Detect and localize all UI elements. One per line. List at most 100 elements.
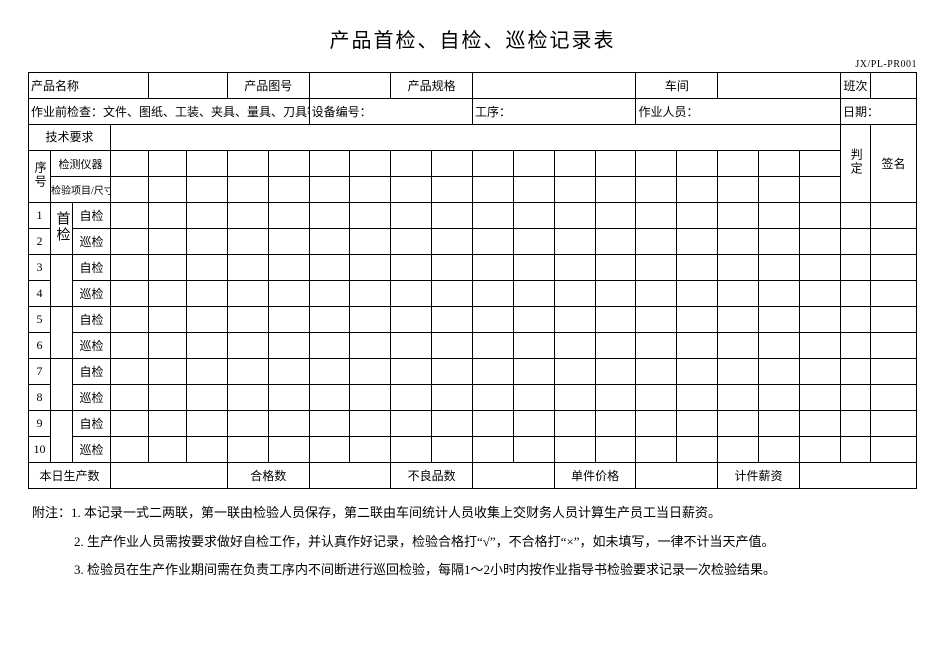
data-cell[interactable]	[554, 203, 595, 229]
data-cell[interactable]	[187, 255, 228, 281]
item-dim-col[interactable]	[149, 177, 187, 203]
data-cell[interactable]	[759, 359, 800, 385]
equip-no-label[interactable]: 设备编号：	[309, 99, 472, 125]
ok-qty-value[interactable]	[309, 463, 391, 489]
data-cell[interactable]	[432, 281, 473, 307]
data-cell[interactable]	[350, 229, 391, 255]
data-cell[interactable]	[759, 307, 800, 333]
item-dim-col[interactable]	[187, 177, 228, 203]
data-cell[interactable]	[554, 281, 595, 307]
data-cell[interactable]	[799, 229, 840, 255]
data-cell[interactable]	[636, 411, 677, 437]
instrument-col[interactable]	[149, 151, 187, 177]
data-cell[interactable]	[595, 281, 636, 307]
data-cell[interactable]	[554, 385, 595, 411]
data-cell[interactable]	[111, 359, 149, 385]
data-cell[interactable]	[799, 281, 840, 307]
data-cell[interactable]	[111, 255, 149, 281]
sign-cell[interactable]	[871, 229, 917, 255]
data-cell[interactable]	[473, 229, 514, 255]
data-cell[interactable]	[718, 229, 759, 255]
data-cell[interactable]	[554, 229, 595, 255]
data-cell[interactable]	[227, 411, 268, 437]
data-cell[interactable]	[432, 229, 473, 255]
instrument-col[interactable]	[799, 151, 840, 177]
sign-cell[interactable]	[871, 307, 917, 333]
data-cell[interactable]	[432, 359, 473, 385]
data-cell[interactable]	[187, 229, 228, 255]
item-dim-col[interactable]	[227, 177, 268, 203]
data-cell[interactable]	[391, 437, 432, 463]
data-cell[interactable]	[473, 255, 514, 281]
sign-cell[interactable]	[871, 203, 917, 229]
data-cell[interactable]	[227, 359, 268, 385]
item-dim-col[interactable]	[595, 177, 636, 203]
data-cell[interactable]	[111, 229, 149, 255]
data-cell[interactable]	[799, 255, 840, 281]
instrument-col[interactable]	[187, 151, 228, 177]
product-spec-value[interactable]	[473, 73, 636, 99]
data-cell[interactable]	[187, 437, 228, 463]
data-cell[interactable]	[595, 437, 636, 463]
data-cell[interactable]	[111, 203, 149, 229]
process-label[interactable]: 工序：	[473, 99, 636, 125]
data-cell[interactable]	[799, 203, 840, 229]
data-cell[interactable]	[268, 411, 309, 437]
data-cell[interactable]	[149, 229, 187, 255]
item-dim-col[interactable]	[636, 177, 677, 203]
data-cell[interactable]	[677, 307, 718, 333]
instrument-col[interactable]	[759, 151, 800, 177]
data-cell[interactable]	[391, 281, 432, 307]
instrument-col[interactable]	[554, 151, 595, 177]
data-cell[interactable]	[759, 437, 800, 463]
data-cell[interactable]	[432, 203, 473, 229]
data-cell[interactable]	[513, 437, 554, 463]
data-cell[interactable]	[554, 307, 595, 333]
data-cell[interactable]	[636, 307, 677, 333]
data-cell[interactable]	[473, 385, 514, 411]
data-cell[interactable]	[636, 281, 677, 307]
data-cell[interactable]	[268, 255, 309, 281]
item-dim-col[interactable]	[350, 177, 391, 203]
data-cell[interactable]	[309, 307, 350, 333]
data-cell[interactable]	[149, 307, 187, 333]
product-drawing-value[interactable]	[309, 73, 391, 99]
item-dim-col[interactable]	[111, 177, 149, 203]
data-cell[interactable]	[677, 385, 718, 411]
data-cell[interactable]	[350, 385, 391, 411]
data-cell[interactable]	[473, 203, 514, 229]
sign-cell[interactable]	[871, 281, 917, 307]
data-cell[interactable]	[391, 307, 432, 333]
data-cell[interactable]	[149, 385, 187, 411]
data-cell[interactable]	[268, 437, 309, 463]
data-cell[interactable]	[473, 333, 514, 359]
data-cell[interactable]	[636, 203, 677, 229]
data-cell[interactable]	[677, 359, 718, 385]
data-cell[interactable]	[759, 411, 800, 437]
data-cell[interactable]	[149, 333, 187, 359]
data-cell[interactable]	[718, 359, 759, 385]
data-cell[interactable]	[309, 229, 350, 255]
data-cell[interactable]	[187, 203, 228, 229]
sign-cell[interactable]	[871, 359, 917, 385]
data-cell[interactable]	[227, 307, 268, 333]
item-dim-col[interactable]	[759, 177, 800, 203]
data-cell[interactable]	[111, 307, 149, 333]
data-cell[interactable]	[111, 281, 149, 307]
data-cell[interactable]	[149, 437, 187, 463]
product-name-value[interactable]	[149, 73, 228, 99]
instrument-col[interactable]	[432, 151, 473, 177]
sign-cell[interactable]	[871, 333, 917, 359]
data-cell[interactable]	[677, 333, 718, 359]
data-cell[interactable]	[432, 385, 473, 411]
data-cell[interactable]	[513, 333, 554, 359]
data-cell[interactable]	[513, 229, 554, 255]
data-cell[interactable]	[391, 385, 432, 411]
data-cell[interactable]	[350, 411, 391, 437]
data-cell[interactable]	[718, 281, 759, 307]
instrument-col[interactable]	[268, 151, 309, 177]
data-cell[interactable]	[513, 203, 554, 229]
data-cell[interactable]	[111, 333, 149, 359]
data-cell[interactable]	[111, 411, 149, 437]
data-cell[interactable]	[432, 437, 473, 463]
